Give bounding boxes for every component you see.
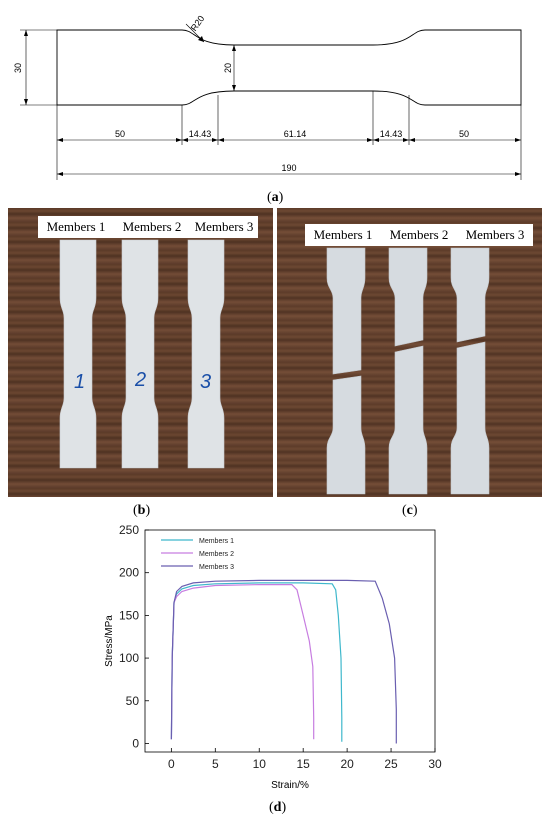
- caption-d: (d): [269, 800, 287, 815]
- dim-radius: R20: [189, 14, 207, 33]
- x-tick-label: 30: [428, 757, 442, 771]
- y-tick-label: 0: [132, 736, 139, 750]
- photo-before-test: Members 1 Members 2 Members 3 1 2 3: [8, 208, 273, 497]
- member-label-c-2: Members 2: [381, 224, 457, 246]
- x-axis-label: Strain/%: [271, 780, 309, 791]
- legend-label-3: Members 3: [199, 564, 234, 571]
- series-line-1: [170, 582, 343, 742]
- y-tick-label: 250: [119, 523, 139, 537]
- member-label-c-1: Members 1: [305, 224, 381, 246]
- x-tick-label: 0: [168, 757, 175, 771]
- x-tick-label: 20: [340, 757, 354, 771]
- dim-height-total: 30: [13, 63, 23, 73]
- y-axis-label: Stress/MPa: [104, 615, 115, 667]
- dim-seg-left: 50: [115, 129, 125, 139]
- caption-b: (b): [133, 503, 151, 518]
- legend-label-2: Members 2: [199, 551, 234, 558]
- member-label-b-1: Members 1: [38, 216, 114, 238]
- specimen-drawing: R20 30 20 50 14.43 61.14 14.43 50 190: [13, 14, 522, 180]
- caption-a: (a): [267, 190, 284, 205]
- dim-seg-right: 50: [459, 129, 469, 139]
- stress-strain-chart: 0 50 100 150 200 250 0 5 10 15 20 25 30 Members 1 Me…: [104, 523, 442, 791]
- dim-height-neck: 20: [223, 63, 233, 73]
- caption-c: (c): [402, 503, 418, 518]
- dim-seg-fillet-left: 14.43: [189, 129, 212, 139]
- handwritten-3: 3: [200, 371, 211, 393]
- series-line-2: [170, 583, 315, 740]
- member-label-c-3: Members 3: [457, 224, 533, 246]
- y-tick-label: 50: [126, 694, 140, 708]
- handwritten-2: 2: [134, 369, 146, 391]
- dim-total-length: 190: [281, 163, 296, 173]
- dim-seg-neck: 61.14: [284, 129, 307, 139]
- dim-seg-fillet-right: 14.43: [380, 129, 403, 139]
- y-tick-label: 200: [119, 566, 139, 580]
- legend-label-1: Members 1: [199, 538, 234, 545]
- member-label-b-3: Members 3: [190, 216, 258, 238]
- x-tick-label: 25: [384, 757, 398, 771]
- specimens-fractured: [326, 247, 490, 495]
- x-tick-label: 10: [253, 757, 267, 771]
- handwritten-1: 1: [74, 371, 85, 393]
- y-tick-label: 150: [119, 608, 139, 622]
- series-line-3: [170, 579, 397, 744]
- plot-frame: [144, 529, 436, 753]
- member-label-b-2: Members 2: [114, 216, 190, 238]
- x-tick-label: 5: [212, 757, 219, 771]
- y-tick-label: 100: [119, 651, 139, 665]
- x-tick-label: 15: [297, 757, 311, 771]
- specimens-intact: 1 2 3: [59, 239, 225, 469]
- photo-after-test: Members 1 Members 2 Members 3: [277, 208, 542, 497]
